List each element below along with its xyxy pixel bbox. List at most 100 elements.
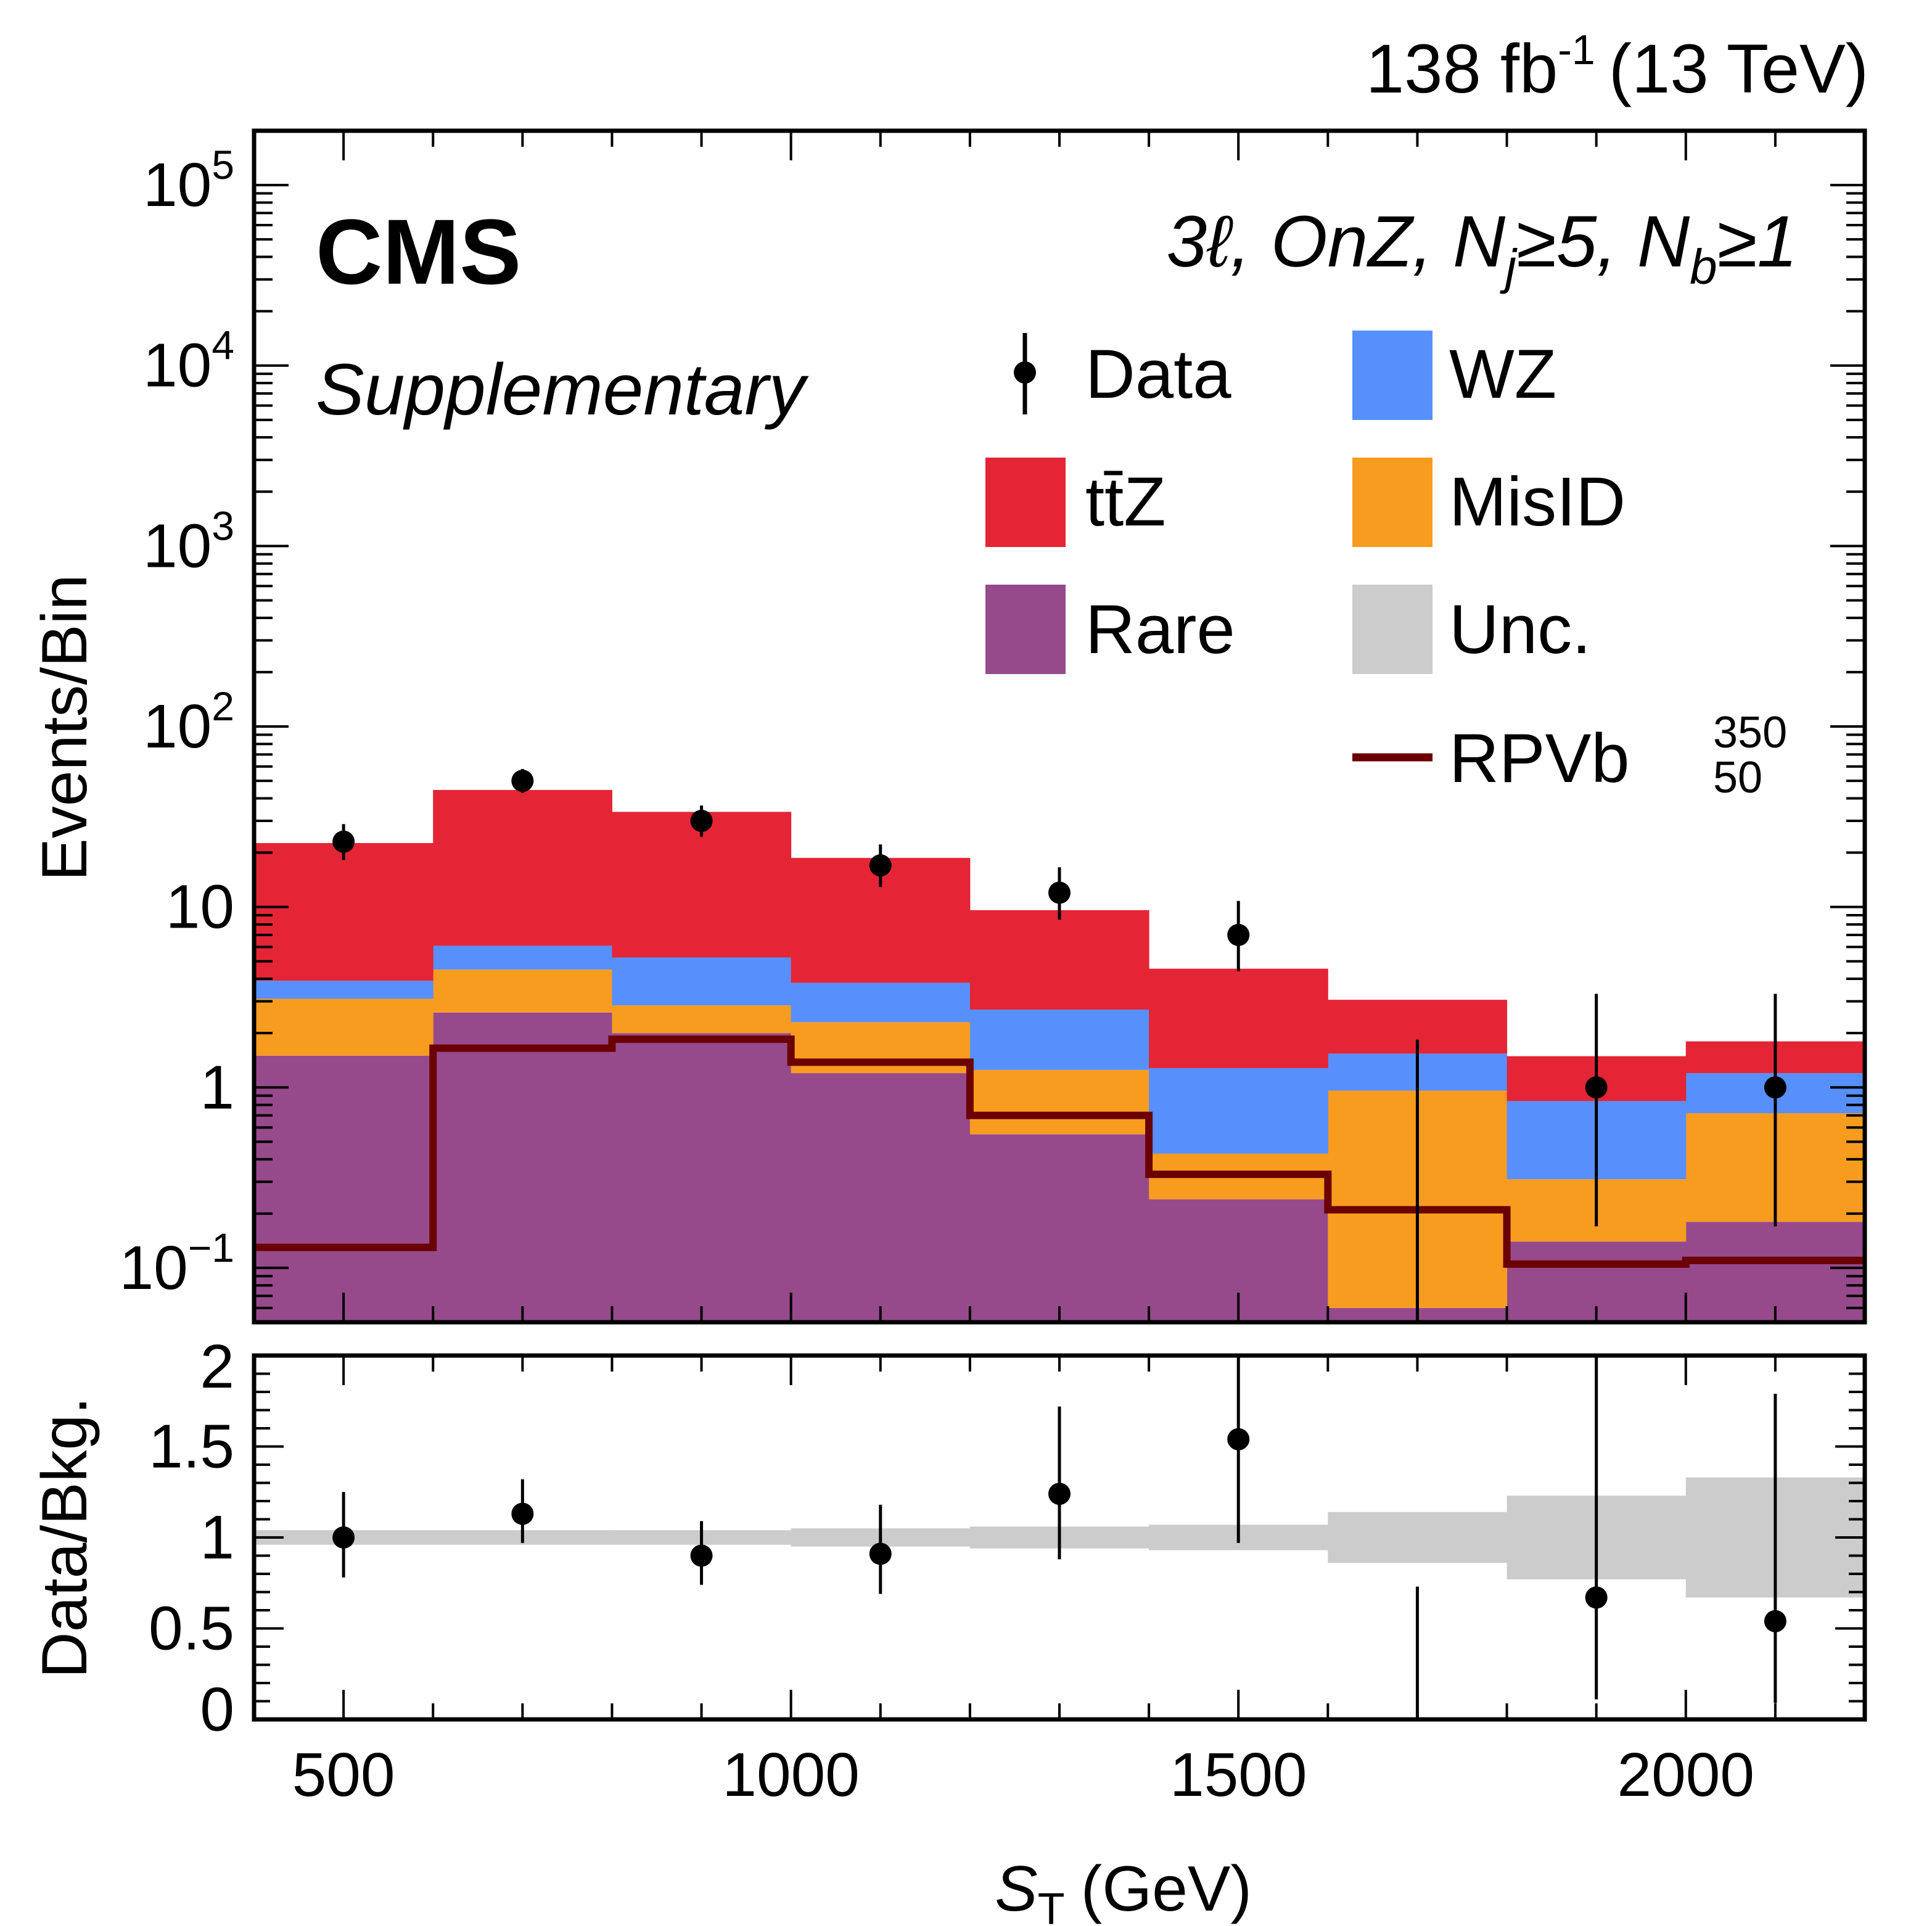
data-points — [332, 769, 1786, 1322]
bar-ttz-bin-1 — [433, 789, 612, 946]
x-tick-labels: 500 1000 1500 2000 — [292, 1740, 1754, 1809]
bar-wz-bin-0 — [254, 981, 434, 999]
top-axis-ticks — [253, 130, 1866, 1323]
legend-misid-label: MisID — [1449, 463, 1626, 540]
top-frame — [252, 128, 1867, 1325]
bar-wz-bin-3 — [791, 982, 971, 1023]
data-point-bin-8 — [1764, 1076, 1786, 1099]
ratio-point-bin-1 — [511, 1502, 534, 1525]
data-point-bin-2 — [690, 810, 713, 833]
bar-rare-bin-1 — [433, 1012, 612, 1322]
bar-wz-bin-5 — [1149, 1068, 1328, 1154]
ratio-point-bin-8 — [1764, 1610, 1786, 1632]
bar-rare-bin-4 — [969, 1134, 1149, 1322]
ratio-y-tick-label: 2 — [200, 1332, 234, 1401]
ratio-y-tick-labels: 0 0.5 1 1.5 2 — [149, 1332, 234, 1744]
ratio-point-bin-0 — [332, 1526, 355, 1549]
x-tick-label-2000: 2000 — [1618, 1740, 1754, 1809]
tick-exponent: 5 — [212, 142, 234, 187]
x-tick-label-1000: 1000 — [722, 1740, 859, 1809]
tick-exponent: −1 — [188, 1225, 234, 1270]
ratio-point-bin-2 — [690, 1544, 713, 1567]
tick-base: 10 — [143, 511, 212, 580]
legend-data-label: Data — [1085, 335, 1231, 413]
top-y-tick-label: 1 — [200, 1053, 234, 1122]
ratio-point-bin-4 — [1048, 1483, 1071, 1505]
ratio-y-tick-label: 0 — [200, 1675, 234, 1744]
bar-wz-bin-4 — [969, 1010, 1149, 1070]
ratio-points — [332, 1356, 1786, 1719]
tick-exponent: 2 — [212, 683, 234, 729]
ratio-point-bin-5 — [1227, 1428, 1250, 1451]
legend-unc-swatch — [1352, 585, 1433, 674]
legend-unc-label: Unc. — [1449, 591, 1591, 668]
region-label: 3ℓ, OnZ, Nj≥5, Nb≥1 — [1167, 201, 1798, 294]
x-axis-symbol-sub: T — [1038, 1885, 1065, 1926]
ratio-y-axis-title: Data/Bkg. — [29, 1397, 101, 1679]
top-y-tick-label: 105 — [143, 142, 234, 220]
legend-ttz-label: tt̄Z — [1085, 463, 1166, 540]
bar-wz-bin-2 — [612, 957, 792, 1006]
top-y-axis-title: Events/Bin — [29, 574, 101, 881]
bar-misid-bin-2 — [612, 1005, 792, 1034]
bar-misid-bin-1 — [433, 969, 612, 1013]
x-tick-label-1500: 1500 — [1170, 1740, 1307, 1809]
ratio-y-tick-label: 1 — [200, 1503, 234, 1572]
bar-rare-bin-0 — [254, 1055, 434, 1322]
legend-data-marker — [1014, 361, 1036, 384]
experiment-label: CMS — [316, 200, 521, 303]
legend-rare-label: Rare — [1085, 591, 1235, 668]
stacked-histogram — [254, 789, 1865, 1322]
legend-ttz-swatch — [985, 458, 1066, 547]
x-axis-unit: (GeV) — [1081, 1853, 1252, 1925]
legend-rare-swatch — [985, 585, 1066, 674]
bar-rare-bin-3 — [791, 1073, 971, 1322]
region-b-sub: b — [1690, 239, 1717, 294]
bar-misid-bin-4 — [969, 1069, 1149, 1135]
legend-signal-label: RPVb — [1449, 720, 1630, 797]
ratio-axis-ticks — [253, 1354, 1866, 1721]
tick-base: 10 — [120, 1233, 188, 1303]
supplementary-label: Supplementary — [316, 349, 809, 430]
tick-exponent: 3 — [212, 503, 234, 548]
top-y-tick-label: 10−1 — [120, 1225, 234, 1303]
tick-base: 1 — [200, 1053, 234, 1122]
lumi-exponent: -1 — [1558, 27, 1595, 73]
signal-histogram-line — [254, 1035, 1865, 1268]
ratio-y-tick-label: 0.5 — [149, 1594, 234, 1663]
lumi-value: 138 fb — [1366, 30, 1558, 107]
legend-signal-superscript: 350 — [1713, 708, 1787, 757]
legend-wz-label: WZ — [1449, 335, 1556, 413]
top-y-tick-label: 104 — [143, 323, 234, 400]
x-tick-label-500: 500 — [292, 1740, 395, 1809]
region-prefix: 3ℓ, OnZ, N — [1167, 201, 1506, 282]
ratio-unc-bin-6 — [1328, 1512, 1508, 1563]
ratio-panel: 0 0.5 1 1.5 2 — [149, 1332, 1867, 1744]
bar-rare-bin-8 — [1685, 1222, 1865, 1322]
top-y-tick-label: 103 — [143, 503, 234, 580]
data-point-bin-4 — [1048, 881, 1071, 904]
legend-signal-subscript: 50 — [1713, 753, 1762, 802]
bar-ttz-bin-5 — [1149, 968, 1328, 1068]
data-point-bin-1 — [511, 770, 534, 792]
x-axis-title: ST (GeV) — [995, 1853, 1252, 1926]
top-y-tick-label: 10 — [166, 873, 234, 942]
legend-wz-swatch — [1352, 331, 1433, 420]
tick-base: 10 — [143, 692, 212, 761]
data-point-bin-0 — [332, 830, 355, 853]
top-y-tick-label: 102 — [143, 683, 234, 761]
ratio-frame — [252, 1353, 1867, 1722]
energy-value: (13 TeV) — [1609, 30, 1868, 107]
data-point-bin-5 — [1227, 923, 1250, 946]
legend: Data WZ tt̄Z MisID Rare Unc. RPVb 350 50 — [985, 331, 1787, 802]
ratio-y-tick-label: 1.5 — [149, 1412, 234, 1481]
region-mid: ≥5, N — [1516, 201, 1690, 282]
luminosity-label: 138 fb-1 (13 TeV) — [1366, 27, 1868, 107]
bar-wz-bin-1 — [433, 945, 612, 970]
tick-exponent: 4 — [212, 323, 234, 368]
legend-misid-swatch — [1352, 458, 1433, 547]
bar-ttz-bin-4 — [969, 910, 1149, 1010]
